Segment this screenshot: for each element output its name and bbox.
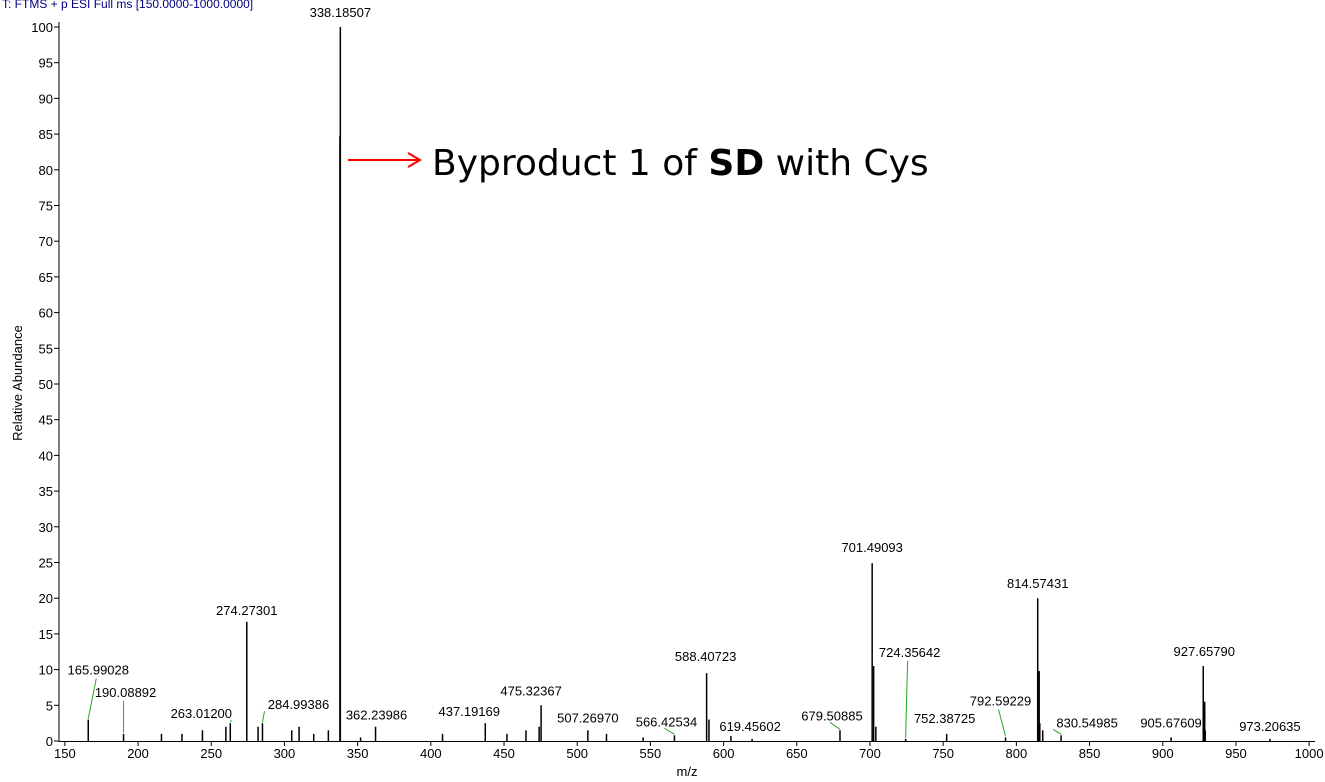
- peak-label: 566.42534: [636, 714, 697, 729]
- annotation-arrowhead: [407, 152, 422, 168]
- x-tick-label: 900: [1152, 746, 1174, 761]
- y-axis-label: Relative Abundance: [10, 325, 25, 441]
- x-tick-label: 500: [566, 746, 588, 761]
- peak-label: 284.99386: [268, 697, 329, 712]
- y-tick-label: 55: [39, 341, 53, 356]
- leader-line: [229, 719, 232, 723]
- y-tick-label: 85: [39, 127, 53, 142]
- annotation-text: Byproduct 1 of: [432, 143, 708, 184]
- y-tick-label: 35: [39, 484, 53, 499]
- x-tick-label: 550: [640, 746, 662, 761]
- x-tick-label: 150: [54, 746, 76, 761]
- x-tick-label: 600: [713, 746, 735, 761]
- y-tick-label: 15: [39, 627, 53, 642]
- y-tick-label: 10: [39, 663, 53, 678]
- peak-label: 927.65790: [1174, 644, 1235, 659]
- y-tick-label: 60: [39, 306, 53, 321]
- peak-label: 362.23986: [346, 708, 407, 723]
- peak-label: 274.27301: [216, 603, 277, 618]
- x-tick-label: 950: [1225, 746, 1247, 761]
- y-tick-label: 25: [39, 556, 53, 571]
- leader-line: [905, 660, 909, 738]
- y-tick-label: 45: [39, 413, 53, 428]
- peak-label: 814.57431: [1007, 576, 1068, 591]
- annotation-bold: SD: [708, 143, 764, 184]
- y-tick-label: 100: [31, 20, 53, 35]
- x-tick-label: 750: [932, 746, 954, 761]
- leader-line: [1052, 728, 1062, 735]
- y-tick-label: 70: [39, 234, 53, 249]
- x-tick-label: 800: [1006, 746, 1028, 761]
- y-tick-label: 90: [39, 91, 53, 106]
- y-tick-label: 0: [46, 734, 53, 749]
- x-tick-label: 1000: [1295, 746, 1324, 761]
- peak-label: 190.08892: [95, 685, 156, 700]
- annotation-text: with Cys: [764, 143, 928, 184]
- leader-line: [998, 709, 1007, 737]
- annotation: Byproduct 1 of SD with Cys: [432, 143, 929, 184]
- peak-label: 830.54985: [1056, 715, 1117, 730]
- x-axis-label: m/z: [677, 764, 698, 779]
- peak-label: 973.20635: [1239, 719, 1300, 734]
- peak-label: 679.50885: [801, 708, 862, 723]
- peak-label: 792.59229: [970, 693, 1031, 708]
- y-tick-label: 80: [39, 163, 53, 178]
- y-tick-label: 75: [39, 199, 53, 214]
- leader-line: [829, 721, 841, 730]
- x-tick-label: 200: [127, 746, 149, 761]
- x-tick-label: 850: [1079, 746, 1101, 761]
- y-tick-label: 65: [39, 270, 53, 285]
- x-tick-label: 300: [274, 746, 296, 761]
- x-tick-label: 450: [493, 746, 515, 761]
- y-tick-label: 30: [39, 520, 53, 535]
- x-tick-label: 350: [347, 746, 369, 761]
- y-tick-label: 5: [46, 698, 53, 713]
- y-tick-label: 20: [39, 591, 53, 606]
- peak-label: 752.38725: [914, 711, 975, 726]
- peak-label: 701.49093: [841, 540, 902, 555]
- peak-label: 475.32367: [500, 683, 561, 698]
- header: T: FTMS + p ESI Full ms [150.0000-1000.0…: [2, 0, 253, 11]
- y-tick-label: 50: [39, 377, 53, 392]
- peak-label: 619.45602: [719, 719, 780, 734]
- x-tick-label: 700: [859, 746, 881, 761]
- peak-label: 437.19169: [439, 704, 500, 719]
- leader-line: [261, 711, 265, 723]
- peak-label: 724.35642: [879, 645, 940, 660]
- peak-label: 905.67609: [1140, 715, 1201, 730]
- peak-label: 165.99028: [68, 663, 129, 678]
- peak-label: 507.26970: [557, 710, 618, 725]
- peak-label: 338.18507: [310, 5, 371, 20]
- x-tick-label: 650: [786, 746, 808, 761]
- y-tick-label: 40: [39, 448, 53, 463]
- leader-line: [87, 678, 97, 719]
- x-tick-label: 250: [200, 746, 222, 761]
- peak-label: 263.01200: [171, 706, 232, 721]
- leader-line: [664, 727, 675, 735]
- x-tick-label: 400: [420, 746, 442, 761]
- peak-label: 588.40723: [675, 649, 736, 664]
- y-tick-label: 95: [39, 56, 53, 71]
